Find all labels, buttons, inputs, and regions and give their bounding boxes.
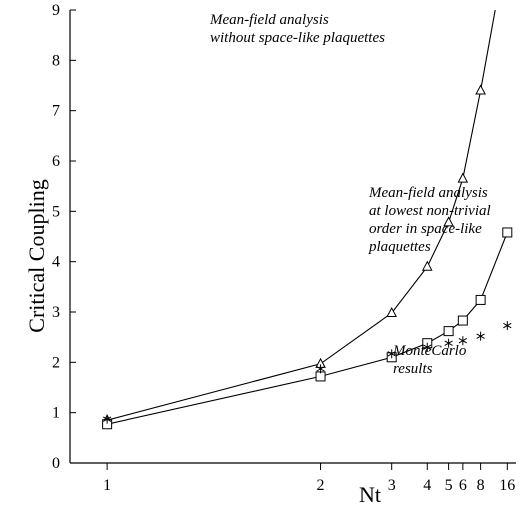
y-tick-label: 4 xyxy=(52,254,60,271)
asterisk-point xyxy=(444,338,453,348)
square-point xyxy=(502,227,513,238)
asterisk-point xyxy=(476,331,485,341)
y-tick-label: 1 xyxy=(52,405,60,422)
y-tick-label: 0 xyxy=(52,455,60,472)
annotation-1: Mean-field analysis without space-like pl… xyxy=(209,12,385,46)
x-tick-label: 5 xyxy=(445,477,453,494)
series-2 xyxy=(102,227,513,430)
series-line xyxy=(106,9,496,421)
series-3 xyxy=(102,321,512,424)
y-tick-label: 9 xyxy=(52,2,60,19)
asterisk-point xyxy=(387,349,396,359)
x-axis-title: Nt xyxy=(359,482,381,507)
annotation-layer: Mean-field analysis without space-like pl… xyxy=(209,12,491,377)
y-tick-label: 5 xyxy=(52,203,60,220)
asterisk-point xyxy=(102,414,112,424)
asterisk-point xyxy=(503,321,512,331)
y-axis: 0 1 2 3 4 5 6 7 8 9 xyxy=(52,2,76,472)
x-tick-label: 1 xyxy=(103,477,111,494)
x-axis: 1 2 3 4 5 6 8 16 xyxy=(70,462,516,494)
asterisk-point xyxy=(316,364,325,374)
annotation-3: MonteCarlo results xyxy=(392,343,467,377)
annotation-2: Mean-field analysis at lowest non-trivial… xyxy=(368,185,491,255)
x-tick-label: 2 xyxy=(317,477,325,494)
x-tick-label: 6 xyxy=(459,477,467,494)
x-tick-label: 3 xyxy=(388,477,396,494)
y-tick-label: 6 xyxy=(52,153,60,170)
asterisk-point xyxy=(423,342,432,352)
x-tick-label: 4 xyxy=(423,477,431,494)
triangle-point xyxy=(443,216,454,227)
square-point xyxy=(457,315,468,326)
x-tick-label: 16 xyxy=(499,477,515,494)
y-tick-label: 7 xyxy=(52,103,60,120)
asterisk-point xyxy=(458,336,468,346)
x-tick-label: 8 xyxy=(477,477,485,494)
y-tick-label: 8 xyxy=(52,52,60,69)
triangle-point xyxy=(475,84,486,95)
y-tick-label: 3 xyxy=(52,304,60,321)
triangle-point xyxy=(457,172,469,183)
square-point xyxy=(443,326,454,337)
triangle-point xyxy=(386,306,398,318)
y-axis-title: Critical Coupling xyxy=(24,179,49,332)
triangle-point xyxy=(421,260,433,271)
y-tick-label: 2 xyxy=(52,354,60,371)
square-point xyxy=(475,294,486,305)
series-layer xyxy=(101,9,513,430)
